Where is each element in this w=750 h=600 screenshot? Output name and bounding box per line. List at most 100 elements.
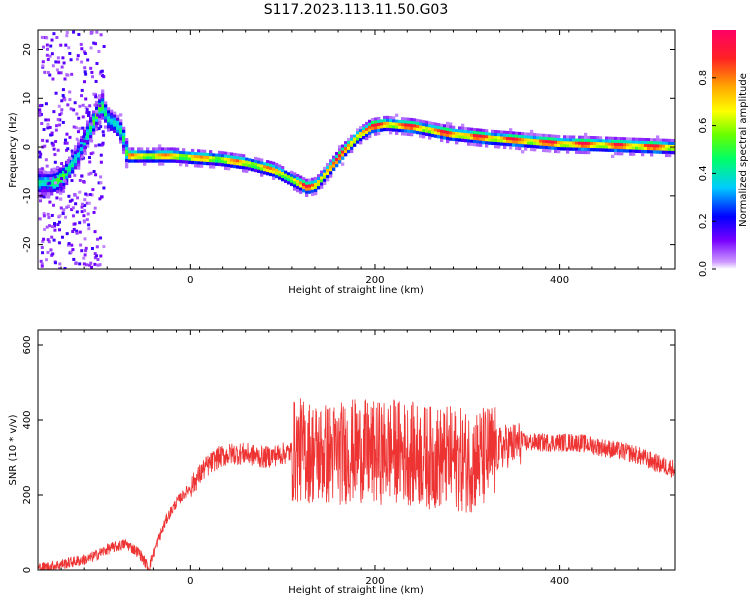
heatmap-noise-cell — [46, 122, 50, 126]
heatmap-cell — [59, 191, 63, 195]
heatmap-cell — [185, 160, 189, 164]
y-tick-label: -20 — [22, 236, 33, 252]
heatmap-cell — [269, 172, 273, 177]
heatmap-cell — [524, 147, 528, 151]
heatmap-noise-cell — [44, 102, 48, 106]
heatmap-noise-cell — [82, 219, 86, 223]
heatmap-cell — [236, 162, 240, 166]
heatmap-cell — [572, 135, 576, 139]
heatmap-cell — [524, 138, 528, 142]
heatmap-noise-cell — [95, 254, 99, 258]
heatmap-noise-cell — [54, 140, 58, 144]
heatmap-noise-cell — [82, 214, 86, 218]
heatmap-cell — [596, 136, 600, 140]
heatmap-cell — [578, 150, 582, 154]
heatmap-cell — [44, 195, 48, 199]
heatmap-cell — [437, 126, 441, 130]
heatmap-noise-cell — [53, 175, 57, 179]
heatmap-cell — [587, 135, 591, 140]
heatmap-cell — [83, 126, 87, 131]
heatmap-cell — [620, 137, 624, 141]
heatmap-cell — [587, 147, 591, 152]
heatmap-noise-cell — [89, 119, 93, 123]
heatmap-cell — [599, 136, 603, 140]
heatmap-noise-cell — [78, 104, 82, 108]
heatmap-cell — [311, 180, 315, 184]
heatmap-cell — [665, 150, 669, 155]
heatmap-cell — [428, 130, 432, 134]
heatmap-cell — [542, 142, 546, 147]
heatmap-cell — [128, 159, 132, 163]
heatmap-noise-cell — [94, 95, 98, 99]
heatmap-cell — [329, 165, 333, 169]
heatmap-cell — [563, 147, 567, 151]
heatmap-cell — [119, 137, 123, 141]
heatmap-cell — [644, 146, 648, 151]
heatmap-noise-cell — [58, 123, 62, 127]
heatmap-cell — [206, 155, 210, 160]
heatmap-cell — [305, 178, 309, 182]
heatmap-noise-cell — [75, 149, 79, 153]
heatmap-cell — [119, 140, 123, 144]
heatmap-noise-cell — [83, 52, 87, 56]
heatmap-noise-cell — [83, 152, 87, 156]
heatmap-cell — [413, 118, 417, 122]
heatmap-noise-cell — [84, 249, 88, 253]
heatmap-noise-cell — [43, 144, 47, 148]
heatmap-cell — [107, 116, 111, 120]
heatmap-cell — [185, 157, 189, 161]
heatmap-cell — [626, 140, 630, 144]
heatmap-noise-cell — [63, 266, 67, 269]
heatmap-cell — [470, 127, 474, 131]
heatmap-cell — [197, 164, 201, 168]
heatmap-cell — [365, 130, 369, 135]
heatmap-cell — [245, 163, 249, 167]
heatmap-noise-cell — [66, 243, 70, 247]
heatmap-cell — [581, 141, 585, 146]
heatmap-noise-cell — [70, 149, 74, 153]
heatmap-noise-cell — [62, 96, 66, 100]
heatmap-cell — [329, 174, 333, 178]
heatmap-noise-cell — [80, 210, 84, 214]
heatmap-cell — [269, 163, 273, 168]
heatmap-cell — [332, 164, 336, 168]
heatmap-noise-cell — [84, 105, 88, 109]
heatmap-cell — [302, 180, 306, 184]
heatmap-cell — [665, 138, 669, 143]
heatmap-noise-cell — [99, 153, 103, 157]
heatmap-cell — [440, 132, 444, 136]
heatmap-cell — [287, 172, 291, 176]
heatmap-noise-cell — [77, 116, 81, 120]
heatmap-cell — [119, 125, 123, 129]
heatmap-cell — [638, 140, 642, 145]
heatmap-cell — [470, 133, 474, 137]
heatmap-noise-cell — [41, 60, 45, 64]
heatmap-cell — [341, 144, 345, 148]
heatmap-cell — [77, 145, 81, 149]
heatmap-cell — [356, 131, 360, 135]
heatmap-cell — [116, 126, 120, 131]
heatmap-cell — [134, 159, 138, 163]
heatmap-cell — [632, 143, 636, 147]
heatmap-cell — [545, 134, 549, 138]
heatmap-cell — [254, 159, 258, 164]
heatmap-noise-cell — [65, 232, 69, 236]
heatmap-cell — [491, 141, 495, 146]
heatmap-cell — [83, 141, 87, 146]
heatmap-noise-cell — [101, 93, 105, 97]
heatmap-cell — [374, 129, 378, 133]
heatmap-cell — [509, 146, 513, 150]
heatmap-cell — [215, 156, 219, 160]
heatmap-noise-cell — [52, 167, 56, 171]
heatmap-cell — [266, 163, 270, 167]
heatmap-cell — [245, 157, 249, 161]
heatmap-cell — [641, 149, 645, 154]
heatmap-noise-cell — [38, 150, 42, 154]
heatmap-cell — [401, 120, 405, 124]
heatmap-cell — [563, 138, 567, 142]
heatmap-cell — [389, 131, 393, 135]
heatmap-cell — [461, 135, 465, 140]
heatmap-cell — [110, 124, 114, 128]
heatmap-cell — [419, 131, 423, 135]
heatmap-noise-cell — [60, 177, 64, 181]
